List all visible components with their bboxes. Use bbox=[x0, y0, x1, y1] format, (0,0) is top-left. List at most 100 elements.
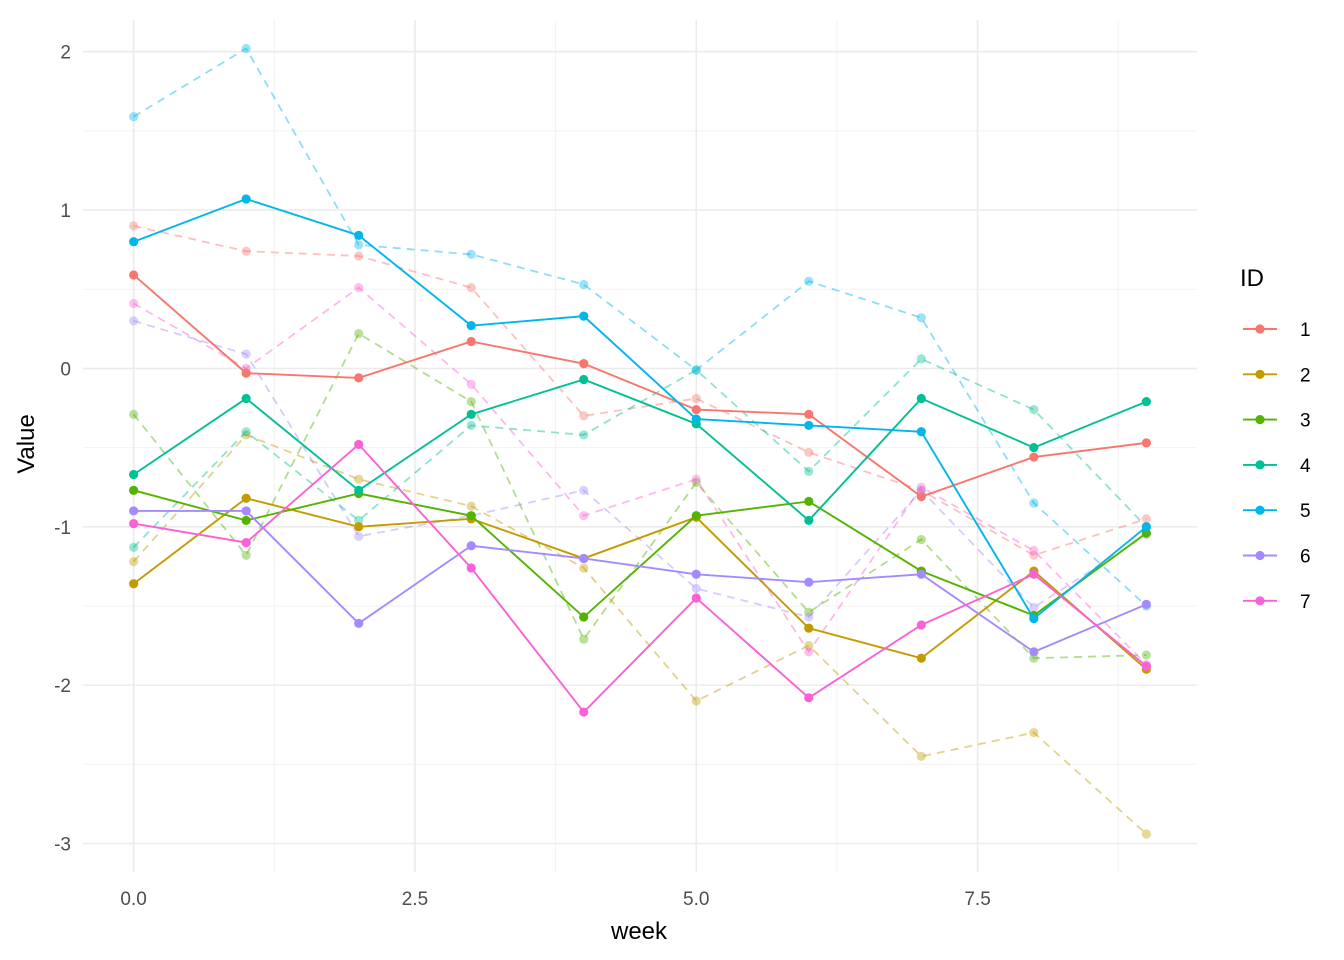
series-6-point bbox=[1141, 599, 1151, 609]
series-6-dashed-point bbox=[241, 349, 251, 359]
series-2-point bbox=[241, 493, 251, 503]
dashed-series-layer bbox=[129, 43, 1151, 839]
series-5-point bbox=[129, 237, 139, 247]
series-7-dashed-point bbox=[129, 298, 139, 309]
series-7-dashed-point bbox=[354, 283, 364, 293]
legend-key-point bbox=[1255, 596, 1265, 606]
legend-item-3: 3 bbox=[1243, 411, 1311, 432]
legend-item-7: 7 bbox=[1243, 592, 1311, 613]
y-tick-label: 2 bbox=[60, 43, 71, 64]
series-6-point bbox=[129, 506, 139, 516]
solid-series-layer bbox=[129, 194, 1151, 717]
series-3-dashed-point bbox=[466, 397, 476, 407]
series-2-dashed-point bbox=[916, 751, 926, 761]
series-7-line bbox=[133, 443, 1147, 714]
series-1-dashed-line bbox=[133, 224, 1147, 557]
series-3-point bbox=[129, 485, 139, 495]
series-2-point bbox=[804, 623, 814, 633]
series-5-dashed-point bbox=[129, 112, 139, 122]
x-tick-label: 5.0 bbox=[683, 889, 709, 910]
series-5-point bbox=[241, 194, 251, 204]
series-3-dashed-point bbox=[1029, 653, 1039, 663]
series-4-point bbox=[804, 515, 814, 526]
series-1-dashed-point bbox=[804, 447, 814, 457]
series-7-dashed-line bbox=[133, 286, 1148, 666]
series-5-point bbox=[916, 427, 926, 437]
y-tick-label: -2 bbox=[54, 676, 71, 697]
series-5-point bbox=[691, 414, 701, 424]
series-7-point bbox=[1029, 569, 1039, 579]
legend-label: 6 bbox=[1300, 547, 1311, 568]
series-5-line bbox=[133, 197, 1147, 621]
series-1-point bbox=[1029, 452, 1039, 462]
series-4-dashed-point bbox=[579, 430, 589, 440]
series-6-point bbox=[916, 569, 926, 579]
series-7-point bbox=[579, 707, 589, 717]
tick-labels: 0.0 2.5 5.0 7.5 -3 -2 -1 0 1 2 bbox=[54, 43, 991, 910]
series-4-line bbox=[133, 378, 1147, 522]
series-1-dashed-point bbox=[691, 393, 701, 404]
legend-label: 3 bbox=[1300, 411, 1311, 432]
series-3-point bbox=[1141, 528, 1151, 538]
series-4-point bbox=[579, 374, 589, 385]
series-3-dashed-point bbox=[1141, 650, 1151, 660]
x-axis-title: week bbox=[610, 918, 668, 945]
series-3-point bbox=[804, 496, 814, 507]
series-1-dashed-point bbox=[354, 251, 364, 261]
series-6-dashed-point bbox=[579, 485, 589, 495]
legend-key-point bbox=[1255, 505, 1265, 515]
series-6-point bbox=[1029, 647, 1039, 657]
series-7-dashed-point bbox=[1029, 545, 1039, 556]
series-4-point bbox=[916, 393, 926, 404]
series-1-dashed-point bbox=[1141, 514, 1151, 524]
series-5-point bbox=[354, 230, 364, 240]
series-4-dashed-point bbox=[241, 427, 251, 437]
legend: ID 1 2 3 4 5 6 7 bbox=[1240, 265, 1311, 613]
series-7-point bbox=[354, 439, 364, 450]
series-7-dashed-point bbox=[691, 474, 701, 484]
series-5-dashed-point bbox=[916, 313, 926, 323]
y-tick-label: -1 bbox=[54, 518, 71, 539]
series-2-dashed-point bbox=[129, 557, 139, 567]
series-1-dashed-point bbox=[1029, 550, 1039, 560]
series-4-point bbox=[1141, 397, 1151, 407]
legend-label: 4 bbox=[1300, 456, 1311, 477]
series-7-point bbox=[804, 693, 814, 703]
series-6-point bbox=[691, 569, 701, 579]
series-7-point bbox=[129, 518, 139, 529]
y-tick-label: 0 bbox=[60, 359, 71, 380]
series-2-dashed-line bbox=[132, 433, 1147, 835]
legend-key-point bbox=[1255, 550, 1265, 561]
series-1-dashed-point bbox=[241, 246, 251, 256]
series-7-point bbox=[1141, 661, 1151, 671]
series-5-dashed-point bbox=[691, 365, 701, 375]
series-4-point bbox=[129, 469, 139, 480]
series-1-point bbox=[241, 368, 251, 378]
x-tick-label: 7.5 bbox=[964, 889, 990, 910]
series-2-dashed-point bbox=[466, 501, 476, 511]
series-4-point bbox=[466, 409, 476, 419]
series-5-dashed-point bbox=[1029, 498, 1039, 508]
series-3-point bbox=[241, 515, 251, 526]
series-7-dashed-point bbox=[804, 647, 814, 657]
series-4-dashed-point bbox=[691, 365, 701, 375]
series-7-point bbox=[691, 593, 701, 603]
series-3-dashed-point bbox=[691, 477, 701, 488]
series-6-point bbox=[579, 553, 589, 564]
series-5-point bbox=[804, 420, 814, 431]
series-4-dashed-point bbox=[916, 354, 926, 364]
series-6-point bbox=[804, 577, 814, 587]
legend-item-4: 4 bbox=[1243, 456, 1311, 477]
series-6-dashed-point bbox=[129, 316, 139, 326]
legend-label: 7 bbox=[1300, 592, 1311, 613]
series-7-point bbox=[916, 620, 926, 630]
series-2-dashed-point bbox=[354, 474, 364, 484]
series-6-dashed-point bbox=[1029, 602, 1039, 613]
series-6-dashed-point bbox=[354, 531, 364, 541]
series-1-point bbox=[129, 270, 139, 280]
series-6-dashed-point bbox=[691, 583, 701, 594]
series-5-point bbox=[1029, 614, 1039, 624]
series-6-dashed-point bbox=[916, 485, 926, 495]
series-1-point bbox=[804, 409, 814, 419]
